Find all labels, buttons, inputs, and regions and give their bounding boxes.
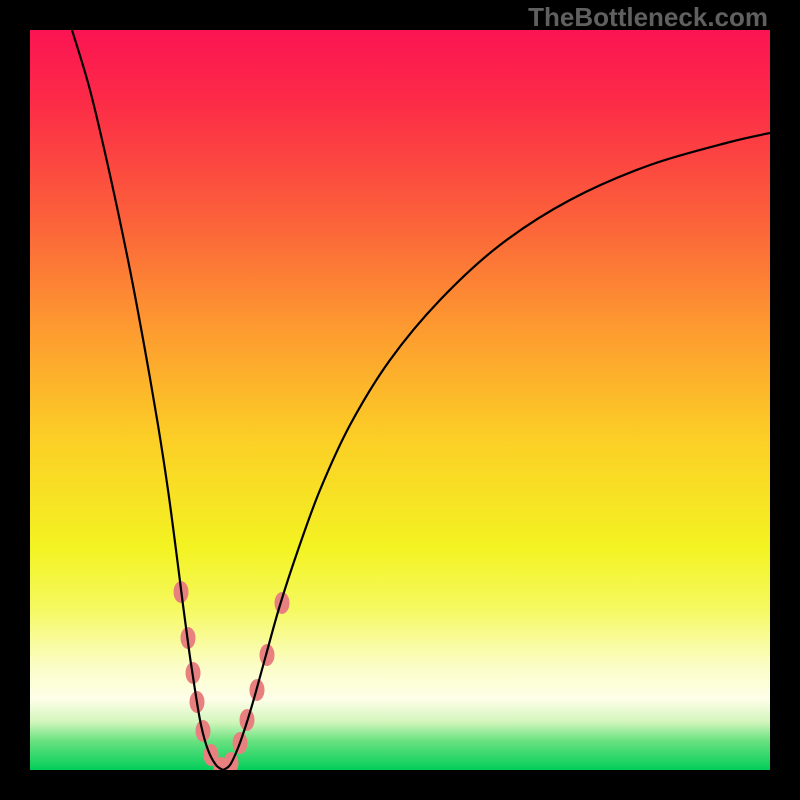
chart-svg (0, 0, 800, 800)
gradient-background (30, 30, 770, 770)
watermark-text: TheBottleneck.com (528, 2, 768, 33)
